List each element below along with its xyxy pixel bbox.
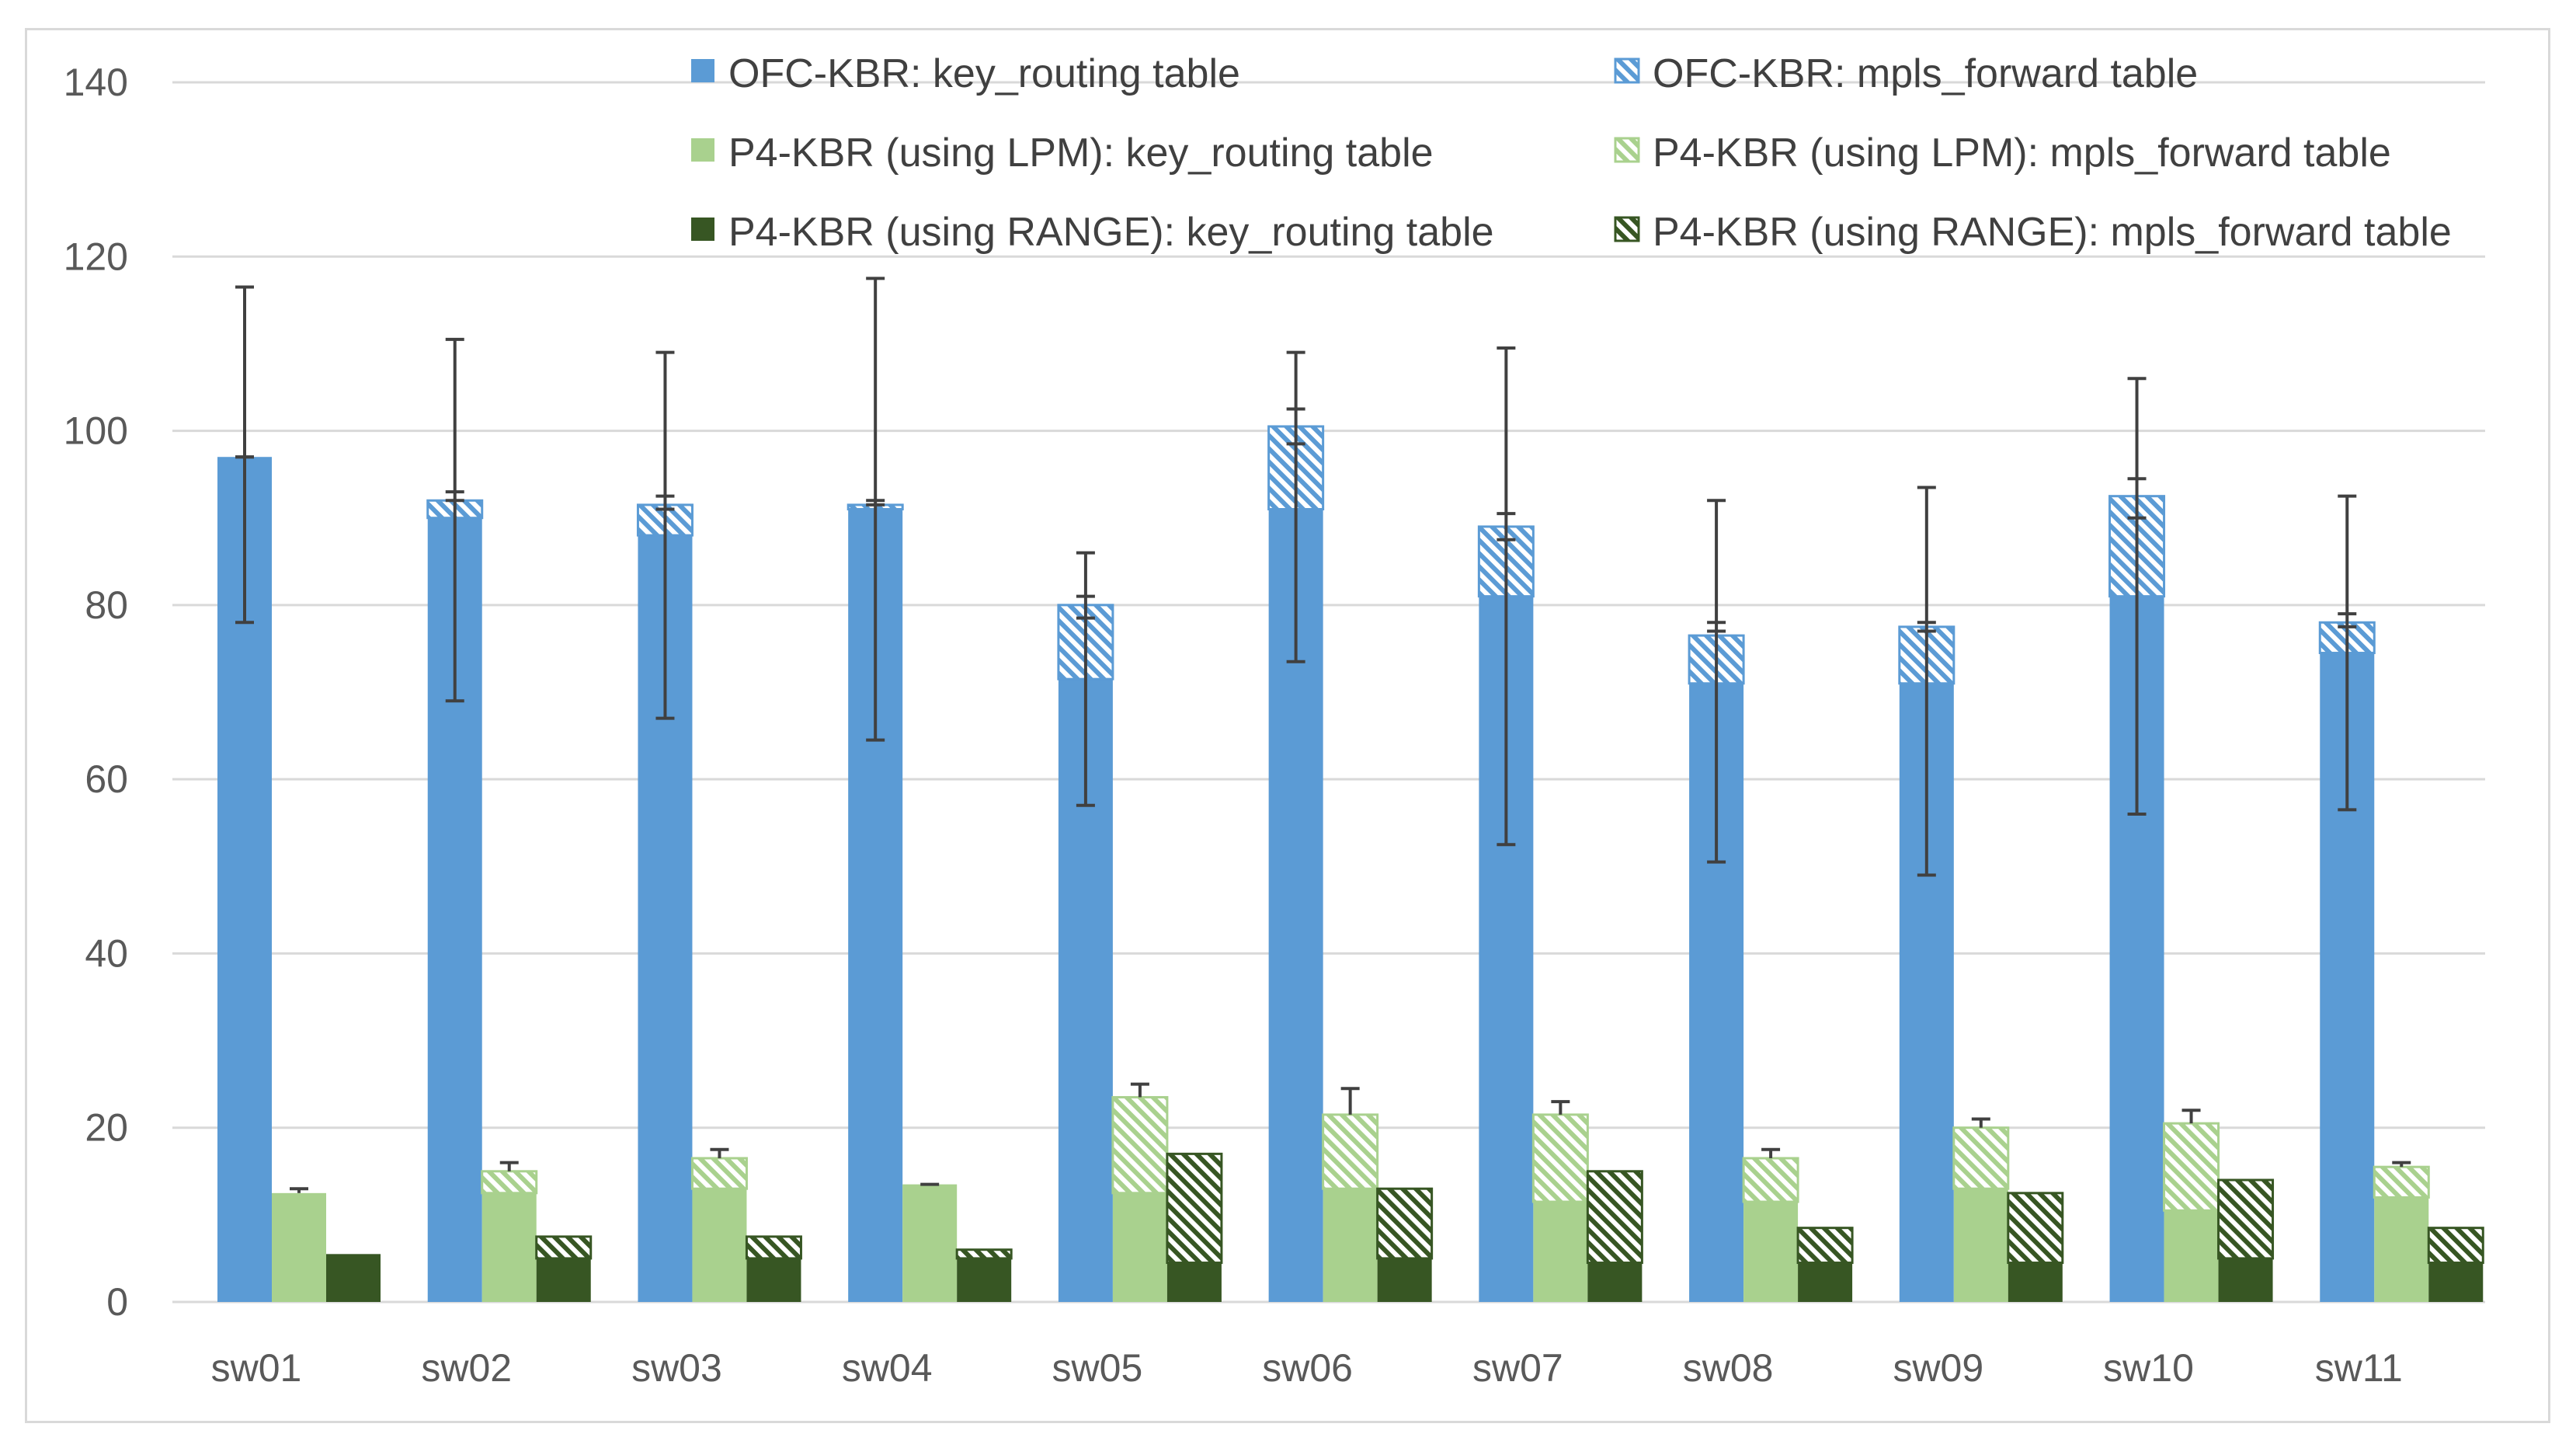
bar-sw11-1-mpls-forward [2373, 1165, 2430, 1199]
bar-sw07-2-mpls-forward [1586, 1170, 1643, 1265]
y-tick-label-80: 80 [85, 583, 128, 627]
bar-sw05-2-mpls-forward [1166, 1152, 1223, 1265]
bar-sw11-2-mpls-forward [2427, 1227, 2484, 1265]
legend-label-1: OFC-KBR: mpls_forward table [1653, 51, 2198, 96]
bar-sw06-2-key-routing [1377, 1258, 1432, 1302]
bar-sw11-2-key-routing [2428, 1262, 2484, 1302]
x-tick-label-sw09: sw09 [1893, 1346, 1983, 1390]
bar-sw09-1-key-routing [1953, 1189, 2008, 1302]
x-axis-ticks: sw01 sw02 sw03 sw04 sw05 sw06 sw07 sw08 sw09 sw10… [211, 1346, 2403, 1390]
y-tick-label-20: 20 [85, 1106, 128, 1150]
x-tick-label-sw10: sw10 [2103, 1346, 2194, 1390]
bar-sw09-2-mpls-forward [2007, 1192, 2064, 1265]
bar-sw07-2-key-routing [1587, 1262, 1643, 1302]
x-tick-label-sw04: sw04 [842, 1346, 933, 1390]
legend-swatch-5 [1614, 216, 1640, 242]
error-bars [235, 277, 2411, 1193]
legend-swatch-2 [691, 138, 714, 162]
bar-sw10-2-mpls-forward [2217, 1178, 2275, 1260]
bar-sw07-1-mpls-forward [1531, 1113, 1589, 1203]
legend-label-2: P4-KBR (using LPM): key_routing table [728, 131, 1434, 176]
legend-label-4: P4-KBR (using RANGE): key_routing table [728, 210, 1494, 255]
y-tick-label-0: 0 [106, 1280, 128, 1324]
y-tick-label-100: 100 [64, 409, 128, 453]
bar-sw02-1-key-routing [481, 1192, 537, 1302]
x-tick-label-sw02: sw02 [421, 1346, 512, 1390]
bar-sw09-1-mpls-forward [1952, 1126, 2010, 1190]
bar-sw07-1-key-routing [1533, 1202, 1588, 1302]
legend: OFC-KBR: key_routing table OFC-KBR: mpls_… [691, 51, 2452, 255]
bar-sw08-2-mpls-forward [1796, 1227, 1854, 1265]
x-tick-label-sw03: sw03 [631, 1346, 722, 1390]
y-tick-label-120: 120 [64, 235, 128, 278]
x-tick-label-sw08: sw08 [1683, 1346, 1774, 1390]
bar-sw02-1-mpls-forward [481, 1170, 538, 1195]
x-tick-label-sw11: sw11 [2315, 1346, 2403, 1390]
legend-swatch-4 [691, 218, 714, 241]
bar-sw10-1-key-routing [2164, 1210, 2219, 1302]
legend-swatch-3 [1614, 137, 1640, 163]
bars [217, 425, 2484, 1302]
bar-sw09-2-key-routing [2008, 1262, 2063, 1302]
bar-sw06-1-key-routing [1323, 1189, 1378, 1302]
bar-sw08-2-key-routing [1798, 1262, 1853, 1302]
bar-sw06-1-mpls-forward [1322, 1113, 1379, 1190]
x-tick-label-sw06: sw06 [1262, 1346, 1353, 1390]
bar-sw11-1-key-routing [2374, 1197, 2429, 1302]
bar-sw01-2-key-routing [326, 1254, 381, 1302]
bar-sw02-2-key-routing [536, 1258, 591, 1302]
y-tick-label-40: 40 [85, 931, 128, 975]
bar-sw10-2-key-routing [2218, 1258, 2273, 1302]
x-tick-label-sw05: sw05 [1052, 1346, 1143, 1390]
bar-sw04-2-mpls-forward [955, 1248, 1013, 1260]
bar-sw03-2-mpls-forward [745, 1235, 802, 1260]
bar-sw04-2-key-routing [957, 1258, 1012, 1302]
y-tick-label-60: 60 [85, 757, 128, 801]
bar-sw08-1-key-routing [1743, 1202, 1799, 1302]
legend-label-5: P4-KBR (using RANGE): mpls_forward table [1653, 210, 2452, 255]
x-tick-label-sw07: sw07 [1472, 1346, 1563, 1390]
legend-label-0: OFC-KBR: key_routing table [728, 51, 1240, 96]
legend-swatch-0 [691, 59, 714, 82]
bar-sw08-1-mpls-forward [1742, 1157, 1799, 1203]
legend-swatch-1 [1614, 57, 1640, 84]
bar-sw03-1-key-routing [692, 1189, 747, 1302]
bar-sw02-2-mpls-forward [535, 1235, 593, 1260]
legend-label-3: P4-KBR (using LPM): mpls_forward table [1653, 131, 2391, 176]
bar-sw06-2-mpls-forward [1376, 1187, 1434, 1260]
bar-sw03-1-mpls-forward [690, 1157, 748, 1190]
bar-sw05-2-key-routing [1166, 1262, 1222, 1302]
y-axis-ticks: 0 20 40 60 80 100 120 140 [64, 61, 128, 1324]
bar-sw01-1-key-routing [272, 1192, 326, 1302]
x-tick-label-sw01: sw01 [211, 1346, 302, 1390]
bar-sw10-1-mpls-forward [2163, 1122, 2220, 1212]
bar-sw05-1-mpls-forward [1111, 1095, 1169, 1195]
bar-sw04-1-key-routing [902, 1184, 958, 1302]
y-tick-label-140: 140 [64, 61, 128, 104]
bar-sw03-2-key-routing [746, 1258, 801, 1302]
bar-sw05-1-key-routing [1112, 1192, 1167, 1302]
